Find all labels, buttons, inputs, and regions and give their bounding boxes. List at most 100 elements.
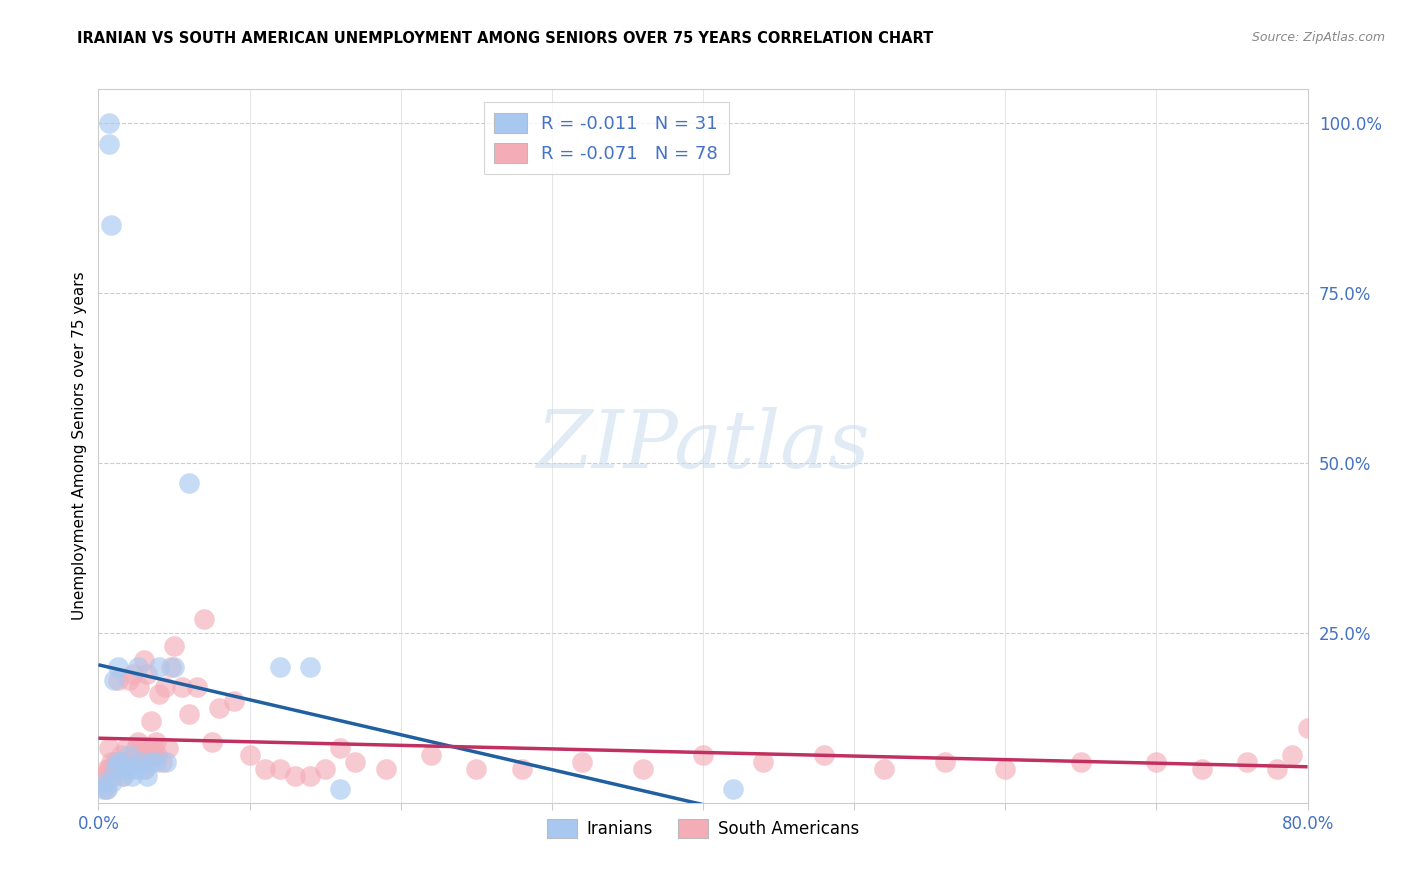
- Point: [93, 775, 115, 789]
- Point: [284, 769, 307, 783]
- Point: [141, 755, 163, 769]
- Point: [934, 755, 956, 769]
- Point: [253, 762, 276, 776]
- Point: [163, 660, 186, 674]
- Point: [148, 687, 170, 701]
- Point: [631, 762, 654, 776]
- Point: [148, 660, 170, 674]
- Point: [111, 769, 134, 783]
- Point: [179, 707, 201, 722]
- Point: [723, 782, 745, 797]
- Point: [98, 741, 121, 756]
- Point: [146, 748, 169, 763]
- Point: [124, 748, 146, 763]
- Point: [94, 775, 117, 789]
- Point: [420, 748, 443, 763]
- Point: [104, 755, 127, 769]
- Point: [344, 755, 367, 769]
- Point: [163, 640, 186, 654]
- Point: [1236, 755, 1258, 769]
- Point: [465, 762, 488, 776]
- Point: [110, 755, 132, 769]
- Point: [155, 755, 177, 769]
- Point: [139, 741, 162, 756]
- Point: [118, 748, 141, 763]
- Point: [124, 762, 146, 776]
- Point: [125, 741, 148, 756]
- Point: [107, 673, 129, 688]
- Point: [127, 734, 149, 748]
- Point: [153, 680, 176, 694]
- Point: [121, 769, 143, 783]
- Point: [101, 775, 124, 789]
- Point: [135, 769, 157, 783]
- Point: [136, 741, 159, 756]
- Point: [131, 741, 153, 756]
- Point: [98, 116, 121, 130]
- Point: [224, 694, 246, 708]
- Point: [1144, 755, 1167, 769]
- Point: [201, 734, 224, 748]
- Point: [239, 748, 262, 763]
- Point: [142, 748, 165, 763]
- Point: [122, 666, 145, 681]
- Point: [91, 782, 114, 797]
- Point: [111, 769, 134, 783]
- Point: [110, 748, 132, 763]
- Point: [121, 755, 143, 769]
- Point: [1070, 755, 1092, 769]
- Point: [1267, 762, 1289, 776]
- Point: [150, 755, 173, 769]
- Point: [105, 762, 128, 776]
- Point: [1281, 748, 1303, 763]
- Point: [118, 673, 141, 688]
- Point: [128, 680, 150, 694]
- Point: [134, 762, 156, 776]
- Point: [156, 741, 179, 756]
- Point: [105, 755, 128, 769]
- Point: [132, 653, 155, 667]
- Point: [104, 762, 127, 776]
- Point: [143, 741, 166, 756]
- Point: [193, 612, 215, 626]
- Point: [510, 762, 533, 776]
- Point: [135, 666, 157, 681]
- Point: [329, 782, 352, 797]
- Point: [186, 680, 208, 694]
- Point: [994, 762, 1017, 776]
- Point: [107, 660, 129, 674]
- Point: [91, 769, 114, 783]
- Point: [752, 755, 775, 769]
- Point: [145, 755, 167, 769]
- Point: [329, 741, 352, 756]
- Point: [170, 680, 193, 694]
- Point: [208, 700, 231, 714]
- Point: [269, 660, 291, 674]
- Point: [299, 769, 322, 783]
- Point: [100, 755, 122, 769]
- Point: [108, 755, 131, 769]
- Point: [98, 762, 121, 776]
- Point: [94, 782, 117, 797]
- Point: [269, 762, 291, 776]
- Point: [571, 755, 593, 769]
- Point: [374, 762, 396, 776]
- Point: [129, 755, 152, 769]
- Point: [114, 762, 136, 776]
- Text: IRANIAN VS SOUTH AMERICAN UNEMPLOYMENT AMONG SENIORS OVER 75 YEARS CORRELATION C: IRANIAN VS SOUTH AMERICAN UNEMPLOYMENT A…: [77, 31, 934, 46]
- Point: [112, 755, 135, 769]
- Point: [179, 476, 201, 491]
- Point: [299, 660, 322, 674]
- Text: ZIPatlas: ZIPatlas: [536, 408, 870, 484]
- Point: [813, 748, 835, 763]
- Point: [141, 714, 163, 729]
- Point: [692, 748, 714, 763]
- Point: [160, 660, 183, 674]
- Point: [1191, 762, 1213, 776]
- Point: [314, 762, 336, 776]
- Point: [103, 762, 125, 776]
- Point: [101, 769, 124, 783]
- Point: [96, 782, 118, 797]
- Legend: Iranians, South Americans: Iranians, South Americans: [540, 812, 866, 845]
- Point: [96, 762, 118, 776]
